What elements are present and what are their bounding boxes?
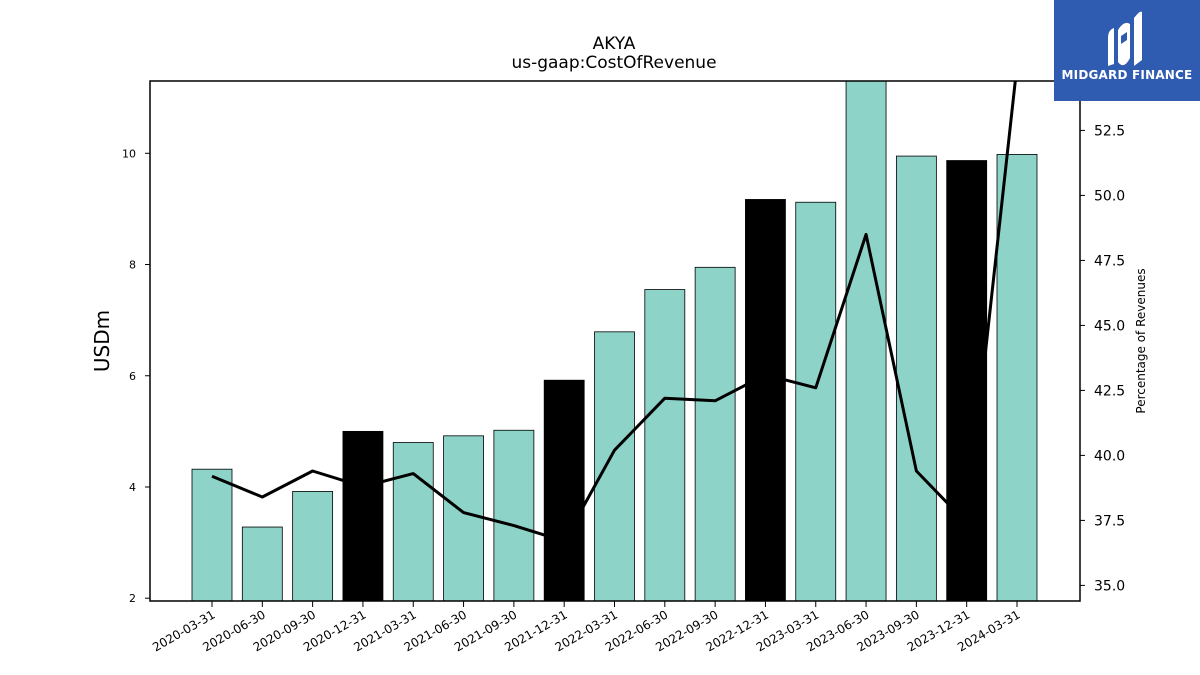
bar-2022-06-30 xyxy=(644,289,686,601)
bars-group xyxy=(191,81,1038,601)
y-axis-label: USDm xyxy=(90,310,114,372)
bar-2022-12-31 xyxy=(745,199,786,601)
chart-subtitle: us-gaap:CostOfRevenue xyxy=(511,53,716,73)
y-axis-left: 2 4 6 8 10 xyxy=(122,147,150,605)
y-tick-label: 6 xyxy=(129,370,136,383)
y2-tick-label: 45.0 xyxy=(1094,318,1125,334)
bar-2021-12-31 xyxy=(543,379,585,601)
bar-2022-03-31 xyxy=(594,331,635,601)
bar-2021-06-30 xyxy=(443,435,484,601)
brand-name: MIDGARD FINANCE xyxy=(1061,68,1193,82)
y2-tick-label: 50.0 xyxy=(1094,188,1125,204)
y2-axis-label: Percentage of Revenues xyxy=(1134,268,1148,413)
y2-tick-label: 40.0 xyxy=(1094,448,1125,464)
y2-tick-label: 52.5 xyxy=(1094,123,1125,139)
y2-tick-label: 35.0 xyxy=(1094,578,1125,594)
y-tick-label: 2 xyxy=(129,592,136,605)
percentage-line xyxy=(211,81,1017,543)
bar-2022-09-30 xyxy=(694,266,736,601)
bar-2023-03-31 xyxy=(795,201,837,601)
line-group xyxy=(211,81,1017,543)
bar-2020-12-31 xyxy=(342,430,384,601)
x-axis: 2020-03-312020-06-302020-09-302020-12-31… xyxy=(150,601,1023,654)
bar-2021-09-30 xyxy=(493,429,535,601)
bar-2021-03-31 xyxy=(392,442,434,601)
y2-tick-label: 42.5 xyxy=(1094,383,1125,399)
y2-tick-label: 37.5 xyxy=(1094,513,1125,529)
y2-tick-label: 47.5 xyxy=(1094,253,1125,269)
chart-title: AKYA xyxy=(593,34,636,54)
bar-2020-06-30 xyxy=(241,526,283,601)
bar-2023-06-30 xyxy=(845,81,887,601)
y-tick-label: 10 xyxy=(122,147,136,160)
bar-2020-09-30 xyxy=(292,491,334,601)
bar-2023-12-31 xyxy=(946,160,988,601)
y-tick-label: 8 xyxy=(129,259,136,272)
bar-2020-03-31 xyxy=(191,468,233,601)
bar-2023-09-30 xyxy=(895,155,937,601)
y-tick-label: 4 xyxy=(129,481,136,494)
bar-2024-03-31 xyxy=(996,154,1038,601)
logo-mark-icon xyxy=(1108,11,1142,67)
brand-logo: MIDGARD FINANCE xyxy=(1054,0,1200,101)
y-axis-right: 35.0 37.5 40.0 42.5 45.0 47.5 50.0 52.5 xyxy=(1080,123,1125,594)
